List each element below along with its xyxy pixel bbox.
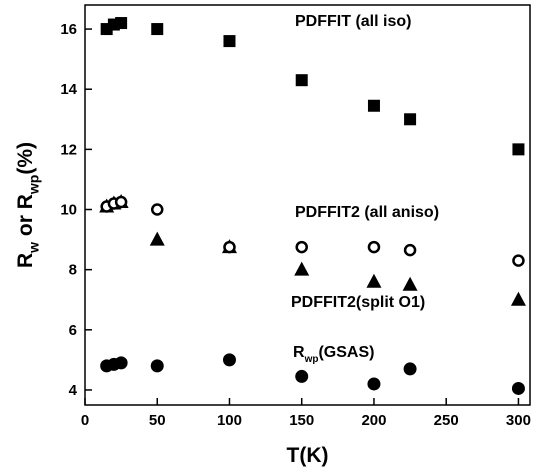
series-label-part: R <box>293 344 305 361</box>
series-label-part: PDFFIT2(split O1) <box>291 294 425 311</box>
triangle-marker <box>402 276 418 291</box>
circle-marker <box>150 359 164 373</box>
series-label: PDFFIT (all iso) <box>295 13 411 30</box>
y-tick-label: 14 <box>60 81 77 98</box>
y-tick-label: 10 <box>60 202 77 219</box>
open-circle-marker <box>512 254 525 267</box>
circle-marker <box>367 377 381 391</box>
triangle-marker <box>510 291 526 306</box>
x-tick-label: 200 <box>361 412 386 429</box>
square-marker <box>512 143 525 156</box>
x-axis-label-part: T(K) <box>287 444 329 467</box>
y-axis-label-part: w <box>25 242 41 254</box>
y-tick-label: 12 <box>60 141 77 158</box>
y-axis-label-part: wp <box>25 175 41 195</box>
plot-frame <box>84 4 531 406</box>
open-circle-marker <box>403 243 417 257</box>
circle-marker <box>222 353 236 367</box>
open-circle-marker <box>114 195 128 209</box>
square-marker <box>404 113 417 126</box>
series-label-part: PDFFIT2 (all aniso) <box>295 204 439 221</box>
series-label-part: wp <box>304 354 319 365</box>
circle-marker <box>511 381 525 395</box>
circle-marker <box>403 362 417 376</box>
circle-marker <box>114 356 128 370</box>
x-tick-label: 250 <box>434 412 459 429</box>
y-axis-label: Rw or Rwp(%) <box>14 142 41 268</box>
x-tick-label: 150 <box>289 412 314 429</box>
open-circle-marker <box>223 240 236 254</box>
series-label-part: PDFFIT (all iso) <box>295 13 411 30</box>
series-label: Rwp(GSAS) <box>293 344 374 365</box>
x-tick-label: 300 <box>506 412 531 429</box>
y-axis-label-part: (%) <box>14 142 37 175</box>
series-label: PDFFIT2 (all aniso) <box>295 204 439 221</box>
y-tick-label: 6 <box>69 322 77 339</box>
open-circle-marker <box>367 240 381 254</box>
y-tick-label: 8 <box>69 262 77 279</box>
x-tick-label: 0 <box>81 412 89 429</box>
open-circle-marker <box>150 203 164 216</box>
square-marker <box>295 74 308 87</box>
triangle-marker <box>294 261 310 276</box>
triangle-marker <box>149 231 165 246</box>
square-marker <box>115 17 128 30</box>
open-circle-marker <box>295 240 308 254</box>
y-tick-label: 4 <box>69 382 78 399</box>
square-marker <box>367 99 380 112</box>
triangle-marker <box>366 273 382 288</box>
y-tick-label: 16 <box>60 21 77 38</box>
x-tick-label: 100 <box>217 412 242 429</box>
y-axis-label-part: or R <box>14 194 37 242</box>
x-axis-label: T(K) <box>287 444 329 467</box>
series-label: PDFFIT2(split O1) <box>291 294 425 311</box>
square-marker <box>223 35 236 48</box>
y-axis-label-part: R <box>14 253 37 268</box>
square-marker <box>151 23 164 36</box>
series-label-part: (GSAS) <box>318 344 374 361</box>
x-tick-label: 50 <box>149 412 166 429</box>
circle-marker <box>295 369 309 383</box>
